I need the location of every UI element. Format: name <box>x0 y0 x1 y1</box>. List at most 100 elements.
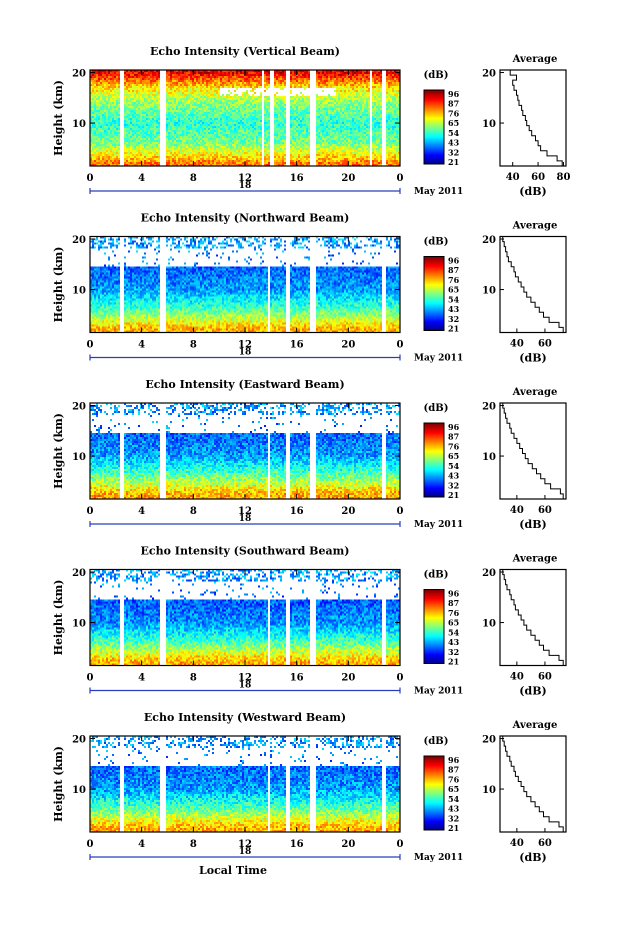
heatmap-cell <box>178 106 180 108</box>
heatmap-cell <box>218 74 220 76</box>
heatmap-cell <box>260 162 262 164</box>
heatmap-cell <box>114 162 116 164</box>
heatmap-cell <box>108 88 110 90</box>
heatmap-cell <box>100 106 102 108</box>
heatmap-cell <box>278 110 280 112</box>
heatmap-cell <box>158 130 160 132</box>
heatmap-cell <box>298 144 300 146</box>
heatmap-cell <box>212 124 214 126</box>
heatmap-cell <box>240 148 242 150</box>
heatmap-cell <box>144 74 146 76</box>
heatmap-cell <box>154 80 156 82</box>
heatmap-cell <box>190 124 192 126</box>
heatmap-cell <box>178 134 180 136</box>
heatmap-cell <box>318 104 320 106</box>
heatmap-cell <box>92 108 94 110</box>
heatmap-cell <box>158 154 160 156</box>
heatmap-cell <box>256 148 258 150</box>
heatmap-cell <box>298 152 300 154</box>
heatmap-cell <box>144 160 146 162</box>
heatmap-cell <box>208 94 210 96</box>
heatmap-cell <box>196 84 198 86</box>
heatmap-cell <box>298 132 300 134</box>
heatmap-cell <box>154 150 156 152</box>
heatmap-cell <box>132 140 134 142</box>
heatmap-cell <box>298 148 300 150</box>
heatmap-cell <box>294 124 296 126</box>
heatmap-cell <box>290 124 292 126</box>
heatmap-cell <box>282 124 284 126</box>
heatmap-cell <box>296 108 298 110</box>
heatmap-cell <box>178 144 180 146</box>
heatmap-cell <box>268 98 270 100</box>
heatmap-cell <box>248 80 250 82</box>
heatmap-cell <box>170 148 172 150</box>
heatmap-cell <box>216 154 218 156</box>
heatmap-cell <box>294 82 296 84</box>
heatmap-cell <box>138 82 140 84</box>
heatmap-cell <box>204 136 206 138</box>
heatmap-cell <box>172 126 174 128</box>
heatmap-cell <box>196 130 198 132</box>
heatmap-cell <box>174 158 176 160</box>
heatmap-cell <box>126 92 128 94</box>
heatmap-cell <box>106 100 108 102</box>
heatmap-cell <box>104 82 106 84</box>
heatmap-cell <box>96 118 98 120</box>
heatmap-cell <box>328 84 330 86</box>
heatmap-cell <box>220 126 222 128</box>
heatmap-cell <box>324 144 326 146</box>
heatmap-cell <box>242 108 244 110</box>
heatmap-cell <box>278 72 280 74</box>
heatmap-cell <box>172 160 174 162</box>
heatmap-cell <box>192 136 194 138</box>
heatmap-cell <box>158 124 160 126</box>
heatmap-cell <box>328 144 330 146</box>
heatmap-cell <box>140 76 142 78</box>
heatmap-cell <box>294 126 296 128</box>
heatmap-cell <box>132 144 134 146</box>
heatmap-cell <box>266 142 268 144</box>
heatmap-cell <box>228 116 230 118</box>
heatmap-cell <box>308 98 310 100</box>
heatmap-cell <box>214 116 216 118</box>
heatmap-cell <box>298 160 300 162</box>
heatmap-cell <box>96 102 98 104</box>
heatmap-cell <box>236 110 238 112</box>
heatmap-cell <box>156 108 158 110</box>
heatmap-cell <box>256 74 258 76</box>
heatmap-cell <box>308 132 310 134</box>
heatmap-cell <box>196 144 198 146</box>
heatmap-cell <box>218 162 220 164</box>
heatmap-cell <box>92 82 94 84</box>
heatmap-cell <box>236 144 238 146</box>
heatmap-cell <box>264 120 266 122</box>
heatmap-cell <box>144 152 146 154</box>
heatmap-cell <box>202 114 204 116</box>
heatmap-cell <box>242 160 244 162</box>
heatmap-cell <box>156 72 158 74</box>
heatmap-cell <box>242 142 244 144</box>
heatmap-cell <box>268 108 270 110</box>
heatmap-cell <box>132 156 134 158</box>
heatmap-cell <box>172 142 174 144</box>
heatmap-cell <box>308 160 310 162</box>
heatmap-cell <box>304 110 306 112</box>
heatmap-cell <box>330 80 332 82</box>
heatmap-cell <box>296 158 298 160</box>
heatmap-cell <box>328 162 330 164</box>
heatmap-cell <box>248 98 250 100</box>
heatmap-cell <box>326 106 328 108</box>
heatmap-cell <box>180 96 182 98</box>
heatmap-cell <box>196 140 198 142</box>
heatmap-cell <box>116 124 118 126</box>
heatmap-cell <box>290 142 292 144</box>
heatmap-cell <box>224 150 226 152</box>
heatmap-cell <box>196 142 198 144</box>
heatmap-cell <box>94 130 96 132</box>
heatmap-cell <box>180 152 182 154</box>
heatmap-cell <box>258 150 260 152</box>
heatmap-cell <box>316 120 318 122</box>
heatmap-cell <box>212 154 214 156</box>
heatmap-cell <box>326 152 328 154</box>
